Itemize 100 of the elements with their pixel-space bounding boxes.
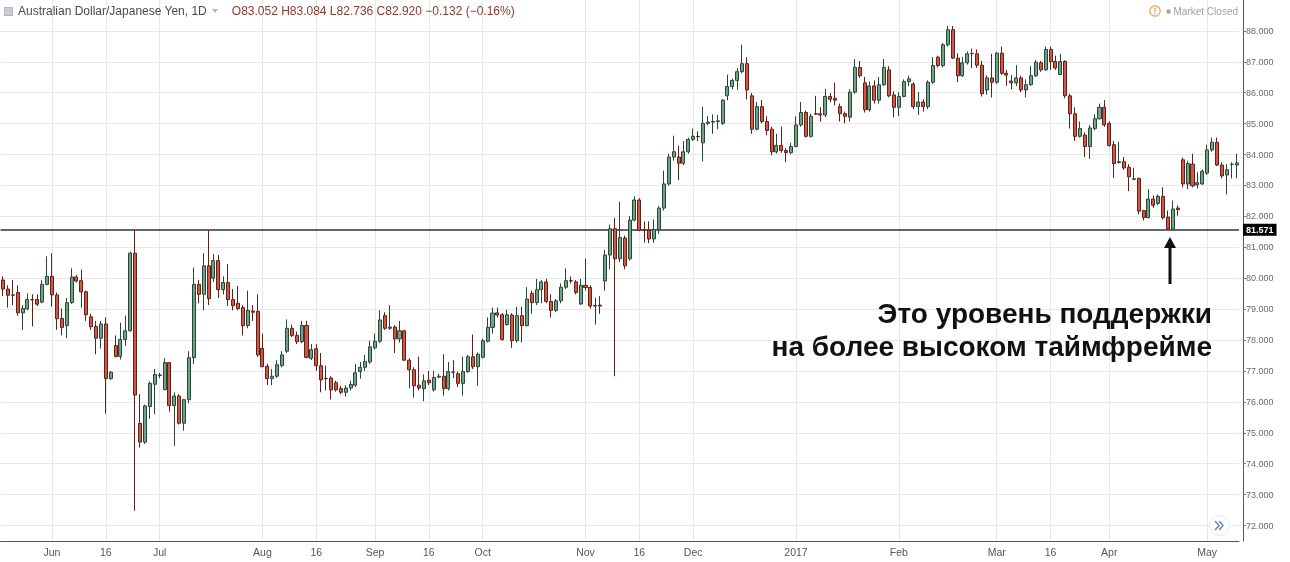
candlestick [535, 278, 539, 306]
y-tick-label: 86.000 [1246, 87, 1274, 98]
x-tick-label: 16 [1044, 545, 1057, 558]
x-tick-label: Feb [889, 545, 908, 558]
candlestick [158, 372, 162, 379]
candlestick [696, 130, 700, 142]
y-tick-label: 83.000 [1246, 180, 1274, 191]
candlestick [1078, 120, 1082, 139]
y-tick-label: 84.000 [1246, 149, 1274, 160]
annotation: Market Closed [1173, 5, 1238, 17]
x-tick-label: Sep [365, 545, 385, 558]
candlestick [353, 363, 357, 388]
candlestick [1083, 131, 1087, 158]
y-tick-label: 72.000 [1246, 520, 1274, 531]
candlestick [133, 229, 137, 512]
candlestick [916, 91, 920, 116]
candlestick [995, 51, 999, 85]
candlestick [309, 343, 313, 361]
candlestick [1132, 167, 1136, 181]
candlestick [579, 278, 583, 306]
candlestick [427, 370, 431, 386]
candlestick [872, 79, 876, 105]
candlestick [921, 98, 925, 113]
candlestick [990, 53, 994, 98]
y-tick-label: 77.000 [1246, 365, 1274, 376]
candlestick [1049, 46, 1053, 71]
candlestick [745, 56, 749, 100]
candlestick [202, 252, 206, 311]
candlestick [216, 254, 220, 299]
candlestick [114, 334, 118, 358]
candlestick [300, 320, 304, 344]
candlestick [755, 101, 759, 131]
candlestick [985, 74, 989, 96]
candlestick [304, 320, 309, 359]
candlestick [809, 113, 813, 139]
candlestick [388, 304, 392, 331]
ref-line-label: 81.571 [1246, 224, 1274, 235]
candlestick [99, 320, 103, 350]
candlestick [397, 320, 402, 344]
candlestick [163, 357, 167, 391]
x-tick-label: Apr [1101, 545, 1118, 558]
y-tick-label: 79.000 [1246, 304, 1274, 315]
candlestick [383, 311, 387, 331]
candlestick [393, 324, 397, 354]
candlestick [104, 316, 108, 415]
x-tick-label: 16 [423, 545, 435, 558]
candlestick [1039, 60, 1043, 73]
y-tick-label: 74.000 [1246, 458, 1274, 469]
candlestick [804, 110, 808, 139]
candlestick [515, 306, 519, 344]
candlestick [207, 229, 211, 306]
candlestick [177, 393, 181, 425]
candlestick [1146, 188, 1150, 219]
candlestick [1151, 195, 1155, 209]
y-tick-label: 81.000 [1246, 242, 1274, 253]
candlestick [774, 133, 778, 155]
candlestick [1058, 53, 1062, 76]
candlestick [936, 55, 940, 68]
y-tick-label: 80.000 [1246, 273, 1274, 284]
y-tick-label: 73.000 [1246, 489, 1274, 500]
candlestick [867, 81, 871, 113]
candlestick [1186, 160, 1190, 190]
candlestick [510, 312, 514, 349]
candlestick [750, 92, 754, 135]
candlestick [1117, 141, 1121, 165]
annotation: Это уровень поддержки на более высоком таймфрейме [771, 297, 1212, 363]
candlestick [1009, 74, 1013, 90]
x-tick-label: Jun [43, 545, 61, 558]
candlestick [525, 286, 529, 327]
x-tick-label: 16 [99, 545, 112, 558]
x-tick-label: Oct [474, 545, 491, 558]
candlestick [221, 275, 225, 295]
candlestick [1181, 157, 1185, 188]
candlestick [246, 290, 250, 329]
y-tick-label: 78.000 [1246, 335, 1274, 346]
y-tick-label: 85.000 [1246, 118, 1274, 129]
candlestick [613, 217, 617, 377]
candlestick [1190, 153, 1195, 188]
candlestick [623, 235, 627, 270]
x-tick-label: Mar [987, 545, 1007, 558]
candlestick [863, 76, 867, 114]
candlestick [451, 359, 455, 379]
candlestick [530, 290, 534, 315]
candlestick [422, 373, 426, 402]
x-tick-label: Dec [683, 545, 703, 558]
candlestick [505, 309, 509, 327]
candlestick [1044, 46, 1048, 72]
x-tick-label: 16 [310, 545, 323, 558]
candlestick [539, 279, 543, 304]
candlestick [285, 318, 289, 354]
chart-title: Australian Dollar/Japanese Yen, 1D [18, 4, 207, 18]
candlestick [456, 371, 460, 388]
chart-subtitle: O83.052 H83.084 L82.736 C82.920 −0.132 (−0.16%) [231, 4, 515, 18]
candlestick [823, 88, 827, 118]
candlestick [167, 361, 171, 413]
candlestick [446, 361, 450, 391]
x-tick-label: Aug [253, 545, 272, 558]
candlestick [1176, 204, 1180, 217]
y-tick-label: 87.000 [1246, 56, 1274, 67]
candlestick [471, 333, 475, 370]
